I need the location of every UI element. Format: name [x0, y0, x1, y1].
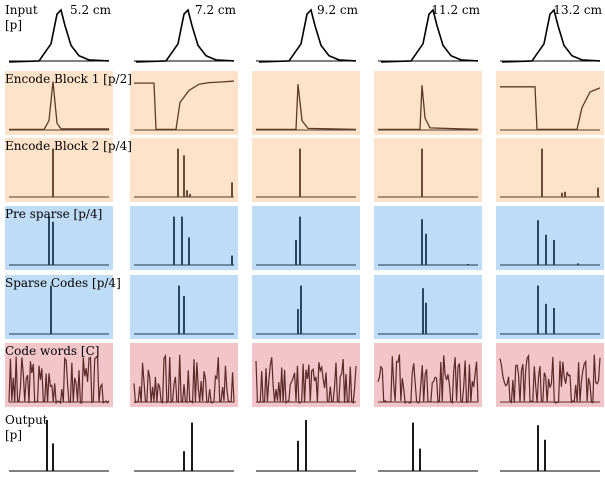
panel-background [252, 2, 360, 66]
panel-codewords-1 [5, 343, 113, 407]
panel-sparse-3 [252, 275, 360, 339]
panel-encode2-1 [5, 138, 113, 202]
codeword-activation-line [8, 356, 110, 405]
encoded-trace-line [256, 84, 357, 131]
panel-background [374, 138, 482, 202]
panel-presparse-3 [252, 206, 360, 270]
encoded-trace-line [378, 85, 479, 131]
row-label-input-unit: [p] [5, 18, 22, 32]
panel-input-4 [374, 2, 482, 66]
panel-output-1 [5, 412, 113, 476]
panel-sparse-2 [130, 275, 238, 339]
panel-background [374, 2, 482, 66]
panel-background [252, 275, 360, 339]
panel-encode1-2 [130, 71, 238, 135]
row-label-codewords: Code words [C] [5, 344, 99, 358]
panel-background [5, 412, 113, 476]
panel-output-2 [130, 412, 238, 476]
column-label-4: 11.2 cm [431, 3, 480, 17]
panel-background [374, 275, 482, 339]
row-label-output: Output [5, 413, 48, 427]
input-pulse-line [380, 8, 479, 63]
row-label-encode2: Encode Block 2 [p/4] [5, 139, 132, 153]
row-label-input: Input [5, 3, 38, 17]
panel-encode1-5 [496, 71, 604, 135]
panel-background [5, 71, 113, 135]
panel-encode2-4 [374, 138, 482, 202]
panel-background [496, 2, 604, 66]
panel-input-2 [130, 2, 238, 66]
panel-background [496, 138, 604, 202]
panel-background [374, 206, 482, 270]
panel-encode2-2 [130, 138, 238, 202]
column-label-3: 9.2 cm [317, 3, 359, 17]
panel-background [496, 275, 604, 339]
encoded-trace-line [134, 80, 235, 131]
panel-background [252, 71, 360, 135]
panel-sparse-1 [5, 275, 113, 339]
panel-codewords-2 [130, 343, 238, 407]
panel-codewords-4 [374, 343, 482, 407]
panel-encode1-4 [374, 71, 482, 135]
panel-background [496, 206, 604, 270]
panel-background [374, 71, 482, 135]
panel-output-5 [496, 412, 604, 476]
encoded-trace-line [9, 81, 109, 131]
input-pulse-line [501, 8, 601, 63]
panel-background [5, 275, 113, 339]
panel-presparse-4 [374, 206, 482, 270]
codeword-activation-line [133, 353, 235, 404]
panel-background [496, 412, 604, 476]
panel-background [5, 138, 113, 202]
panel-background [130, 2, 238, 66]
panel-input-1 [5, 2, 113, 66]
panel-codewords-3 [252, 343, 360, 407]
panel-codewords-5 [496, 343, 604, 407]
column-label-1: 5.2 cm [70, 3, 112, 17]
panel-encode1-3 [252, 71, 360, 135]
panel-background [252, 206, 360, 270]
panel-input-3 [252, 2, 360, 66]
column-label-5: 13.2 cm [553, 3, 602, 17]
row-label-encode1: Encode Block 1 [p/2] [5, 72, 132, 86]
panel-encode1-1 [5, 71, 113, 135]
panel-background [496, 71, 604, 135]
row-label-sparse: Sparse Codes [p/4] [5, 276, 121, 290]
panel-presparse-2 [130, 206, 238, 270]
codeword-activation-line [255, 357, 357, 405]
input-pulse-line [258, 8, 357, 63]
row-label-presparse: Pre sparse [p/4] [5, 207, 102, 221]
panel-background [130, 71, 238, 135]
input-pulse-line [8, 8, 110, 63]
panel-output-4 [374, 412, 482, 476]
panel-input-5 [496, 2, 604, 66]
row-label-output-unit: [p] [5, 428, 22, 442]
panel-encode2-5 [496, 138, 604, 202]
encoded-trace-line [500, 86, 601, 131]
panel-output-3 [252, 412, 360, 476]
panel-background [252, 138, 360, 202]
panel-background [130, 206, 238, 270]
panel-background [5, 206, 113, 270]
panel-presparse-1 [5, 206, 113, 270]
panel-presparse-5 [496, 206, 604, 270]
codeword-activation-line [377, 354, 479, 405]
codeword-activation-line [499, 353, 601, 404]
input-pulse-line [135, 8, 235, 63]
panel-sparse-5 [496, 275, 604, 339]
panel-background [374, 412, 482, 476]
column-label-2: 7.2 cm [195, 3, 237, 17]
panel-encode2-3 [252, 138, 360, 202]
panel-sparse-4 [374, 275, 482, 339]
